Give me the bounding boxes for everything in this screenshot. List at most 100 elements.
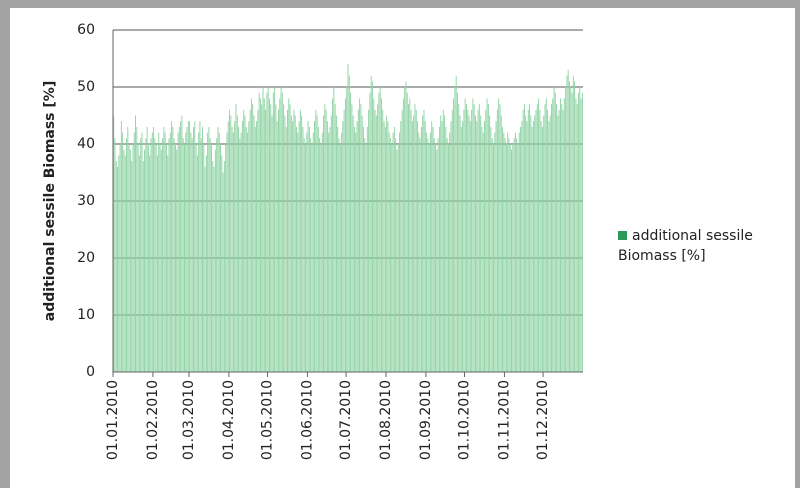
bar	[427, 138, 429, 372]
bar	[315, 109, 317, 373]
bar	[544, 104, 546, 372]
bar	[223, 161, 225, 372]
bar	[241, 121, 243, 372]
bar	[431, 121, 433, 372]
bar	[419, 138, 421, 372]
bar	[420, 126, 422, 373]
bar	[182, 138, 184, 372]
bar	[190, 132, 192, 372]
bar	[306, 132, 308, 372]
bar	[119, 144, 121, 372]
x-tick-label: 01.06.2010	[299, 380, 315, 460]
bar	[553, 87, 555, 372]
bar	[342, 121, 344, 372]
bar	[379, 87, 381, 372]
bar	[330, 115, 332, 372]
bar	[351, 104, 353, 372]
bar	[496, 109, 498, 373]
bar	[118, 155, 120, 372]
bar	[196, 155, 198, 372]
bar	[204, 166, 206, 372]
x-tick-label: 01.03.2010	[181, 380, 197, 460]
bar	[321, 132, 323, 372]
bar	[392, 132, 394, 372]
bar	[532, 121, 534, 372]
bar	[413, 115, 415, 372]
bar	[195, 144, 197, 372]
bar	[176, 149, 178, 372]
bar	[271, 115, 273, 372]
bar	[229, 109, 230, 373]
bar	[361, 115, 363, 372]
bar	[395, 138, 397, 372]
bar	[418, 132, 420, 372]
bar	[240, 132, 242, 372]
bar	[366, 126, 368, 373]
bar	[158, 132, 160, 372]
bar	[283, 104, 285, 372]
bar	[472, 98, 474, 373]
bar	[113, 115, 115, 372]
bar	[163, 126, 165, 373]
bar	[445, 126, 447, 373]
bar	[396, 149, 398, 372]
bar	[357, 109, 359, 373]
bar	[451, 109, 453, 373]
bar	[429, 132, 431, 372]
bar	[153, 126, 155, 373]
bar	[572, 75, 574, 372]
bar	[123, 149, 125, 372]
bar	[453, 98, 455, 373]
bar	[433, 138, 435, 372]
bar	[378, 92, 380, 372]
bar	[571, 92, 573, 372]
bar	[562, 109, 564, 373]
bar	[442, 109, 444, 373]
bar	[500, 115, 502, 372]
bar	[238, 126, 240, 373]
bar	[415, 109, 417, 373]
bar	[137, 144, 139, 372]
bar	[541, 126, 543, 373]
bar	[232, 132, 234, 372]
bar	[523, 104, 525, 372]
bar	[374, 109, 376, 373]
bar	[509, 144, 511, 372]
bar	[550, 104, 552, 372]
bar	[174, 144, 176, 372]
bar	[120, 121, 122, 372]
bar	[189, 121, 191, 372]
bar	[280, 87, 282, 372]
bar	[561, 104, 563, 372]
bar	[185, 132, 187, 372]
bar	[222, 172, 224, 372]
bar	[198, 132, 200, 372]
bar	[178, 126, 180, 373]
bar	[350, 92, 352, 372]
bar	[405, 81, 407, 373]
bar	[547, 109, 549, 373]
bar	[247, 132, 249, 372]
bar	[200, 138, 202, 372]
bar	[352, 115, 354, 372]
bar	[338, 138, 340, 372]
bar	[466, 104, 467, 372]
bar	[129, 149, 131, 372]
bar	[131, 161, 133, 372]
bar	[128, 144, 130, 372]
bar	[258, 92, 260, 372]
bar	[563, 98, 565, 373]
bar	[530, 115, 532, 372]
bar	[556, 104, 558, 372]
bar	[491, 138, 493, 372]
bar	[522, 109, 524, 373]
bar	[469, 121, 471, 372]
bar	[566, 75, 568, 372]
bar	[521, 121, 523, 372]
bar	[536, 104, 538, 372]
bar	[414, 104, 416, 372]
bar	[243, 109, 245, 373]
bar	[365, 144, 367, 372]
bar	[459, 115, 461, 372]
